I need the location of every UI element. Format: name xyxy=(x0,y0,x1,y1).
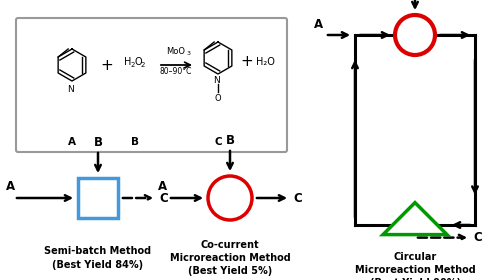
Text: 80–90°C: 80–90°C xyxy=(160,67,192,76)
Text: A: A xyxy=(314,17,323,31)
Text: O: O xyxy=(215,94,221,103)
Text: N: N xyxy=(66,85,73,94)
Polygon shape xyxy=(383,203,447,235)
Text: C: C xyxy=(474,231,483,244)
Text: MoO: MoO xyxy=(167,47,186,56)
Text: A: A xyxy=(5,181,14,193)
Bar xyxy=(78,178,118,218)
Text: 2: 2 xyxy=(131,62,135,68)
Text: B: B xyxy=(226,134,235,148)
Text: Co-current
Microreaction Method
(Best Yield 5%): Co-current Microreaction Method (Best Yi… xyxy=(170,240,290,276)
Text: +: + xyxy=(101,57,114,73)
Circle shape xyxy=(208,176,252,220)
Text: 3: 3 xyxy=(187,51,191,56)
FancyBboxPatch shape xyxy=(16,18,287,152)
Text: B: B xyxy=(94,137,103,150)
Circle shape xyxy=(395,15,435,55)
Text: H: H xyxy=(124,57,131,67)
Text: +: + xyxy=(241,55,253,69)
Text: B: B xyxy=(131,137,139,147)
Text: A: A xyxy=(158,181,168,193)
Text: C: C xyxy=(160,192,168,204)
Text: A: A xyxy=(68,137,76,147)
Text: O: O xyxy=(134,57,142,67)
Text: C: C xyxy=(294,192,303,204)
Text: Semi-batch Method
(Best Yield 84%): Semi-batch Method (Best Yield 84%) xyxy=(45,246,152,270)
Text: C: C xyxy=(214,137,222,147)
Text: 2: 2 xyxy=(141,62,145,68)
Text: Circular
Microreaction Method
(Best Yield 90%): Circular Microreaction Method (Best Yiel… xyxy=(355,252,475,280)
Text: H₂O: H₂O xyxy=(255,57,274,67)
Text: N: N xyxy=(213,76,219,85)
